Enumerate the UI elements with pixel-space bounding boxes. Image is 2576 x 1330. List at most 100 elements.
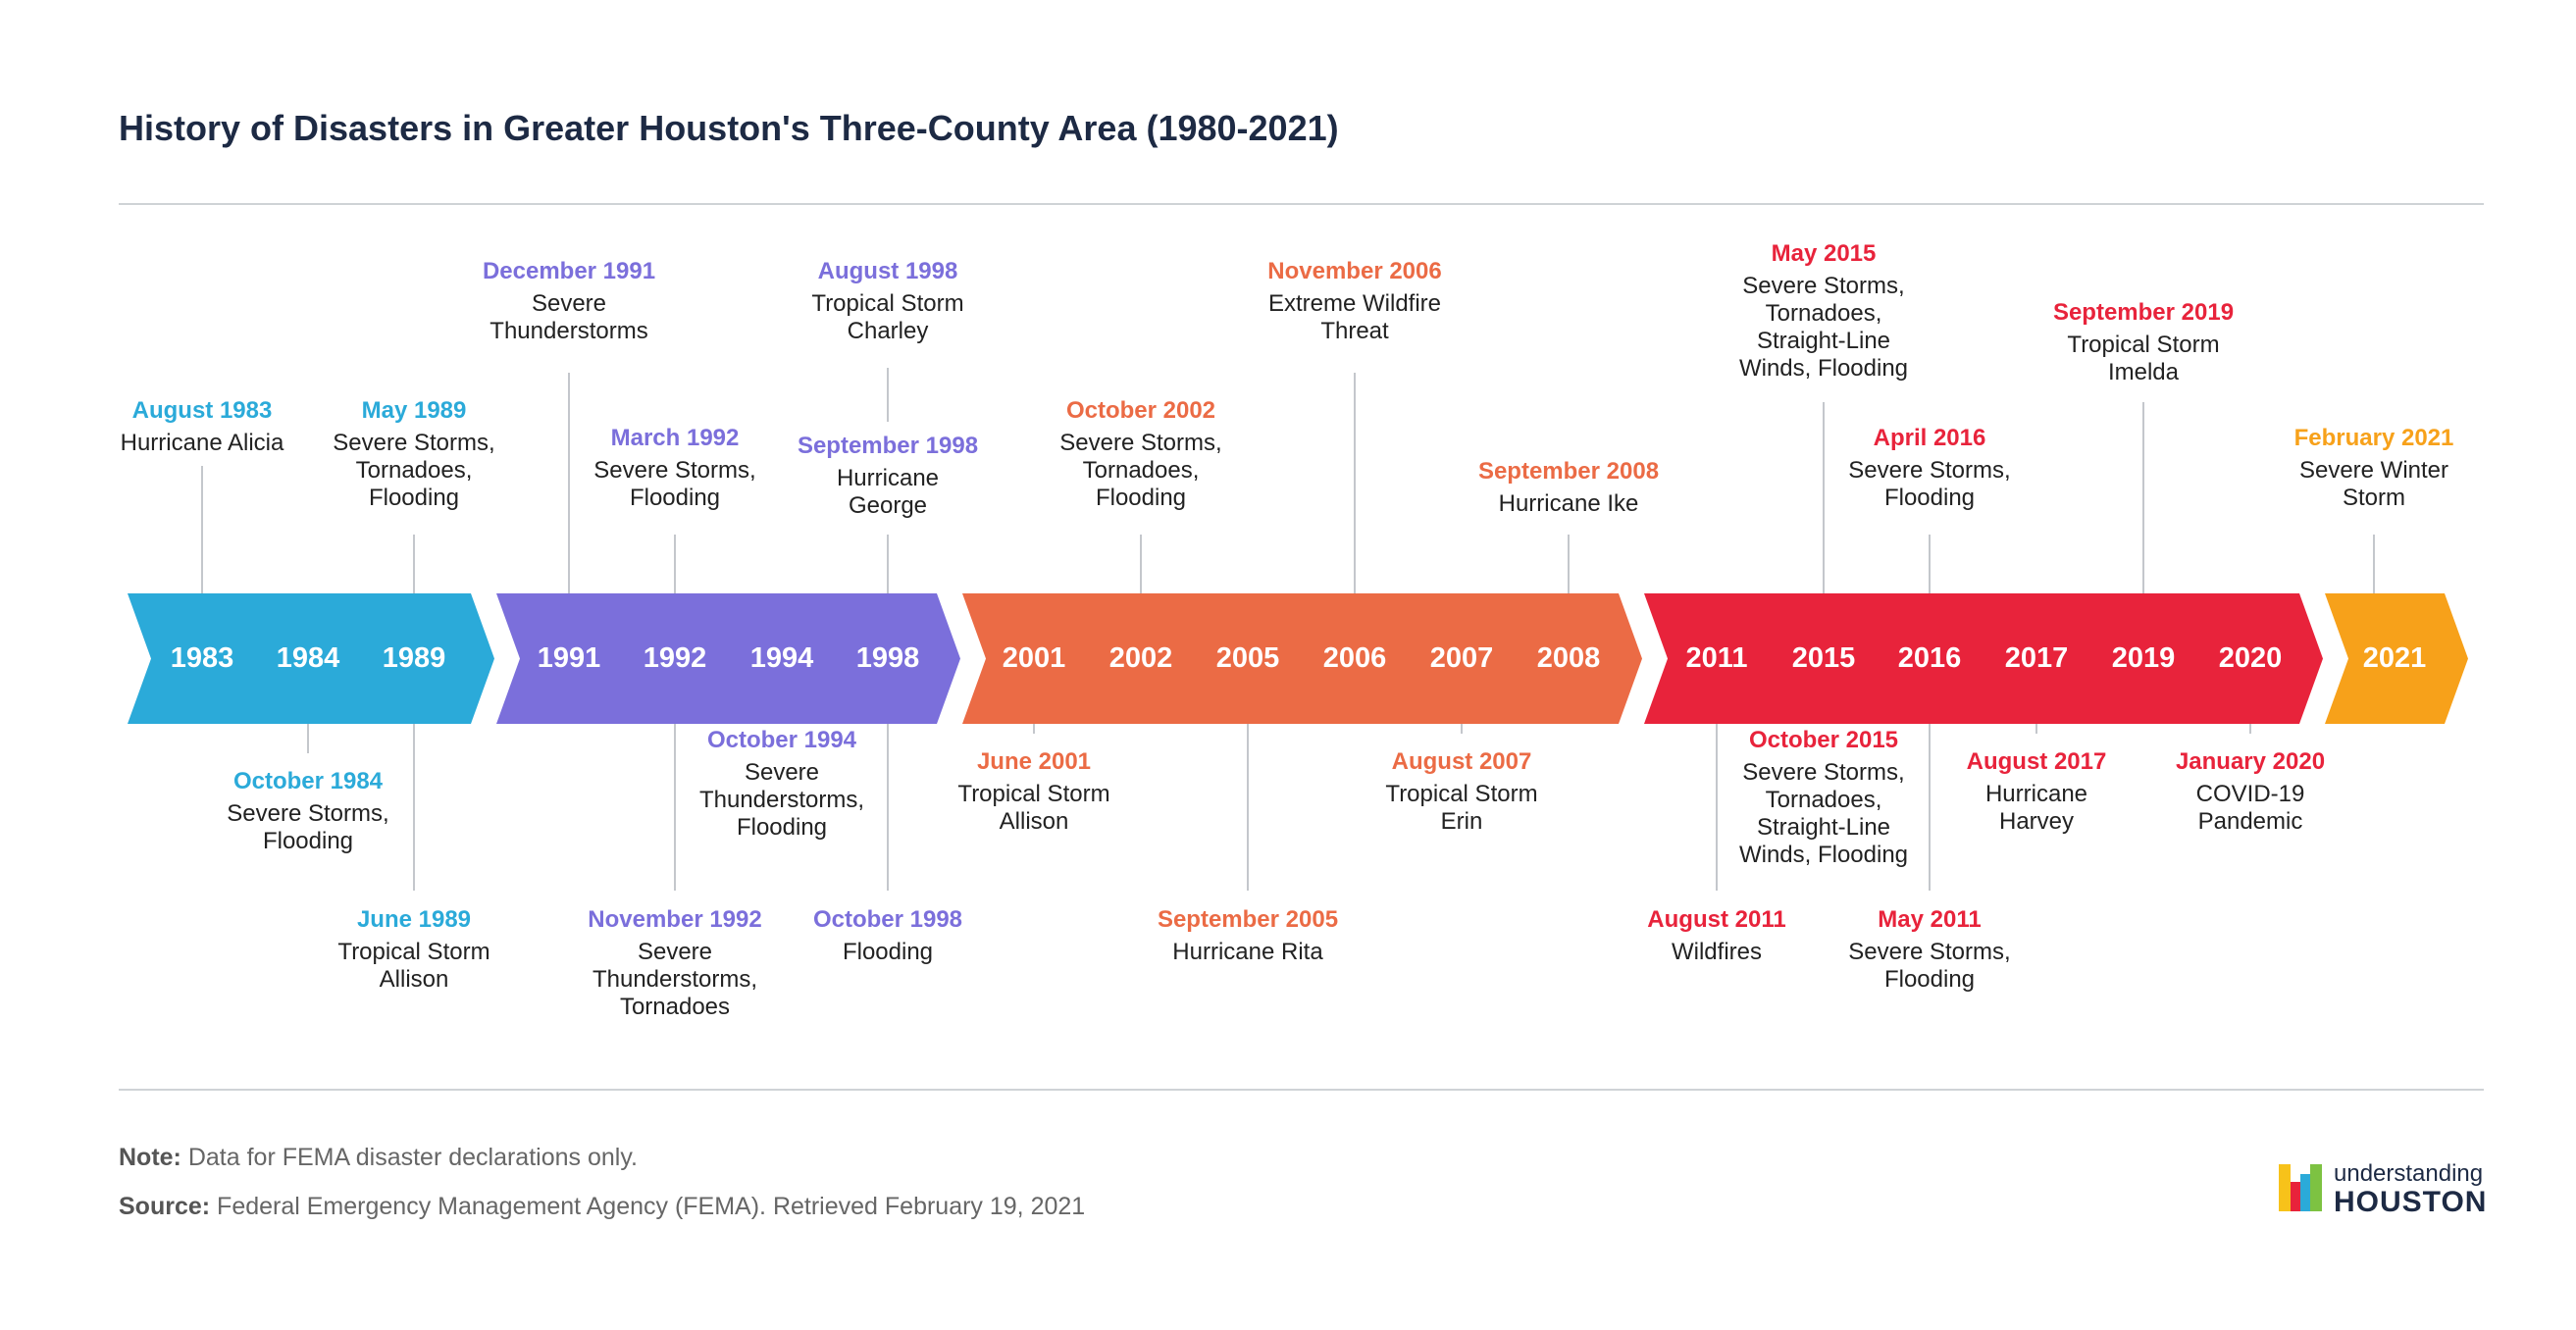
- year-label: 2015: [1791, 642, 1856, 674]
- event-connector: [887, 535, 889, 593]
- segment-arrow-shape: [128, 593, 494, 724]
- segment-arrow-fill: [1644, 593, 2323, 724]
- event-label: Tropical Storm Charley: [811, 290, 964, 344]
- event-label: Severe Storms, Flooding: [227, 800, 389, 854]
- event-annotation: December 1991 Severe Thunderstorms: [441, 255, 696, 345]
- logo-mark-icon: [2279, 1164, 2322, 1211]
- event-annotation: June 2001 Tropical Storm Allison: [906, 745, 1161, 836]
- event-connector: [887, 368, 889, 422]
- note-label: Note:: [119, 1144, 181, 1171]
- event-label: Severe Thunderstorms, Flooding: [698, 759, 865, 841]
- event-connector: [1247, 724, 1249, 891]
- year-label: 1998: [855, 642, 920, 674]
- segment-arrow-fill: [496, 593, 960, 724]
- event-connector: [307, 724, 309, 753]
- event-date: February 2021: [2293, 425, 2454, 451]
- event-date: August 1983: [131, 397, 273, 424]
- event-connector: [1929, 535, 1931, 593]
- event-connector: [1823, 402, 1825, 593]
- event-date: October 1984: [232, 768, 384, 794]
- segment-arrow-fill: [128, 593, 494, 724]
- event-label: Severe Storms, Tornadoes, Flooding: [1059, 430, 1222, 511]
- event-annotation: September 2005 Hurricane Rita: [1120, 903, 1375, 966]
- event-annotation: November 1992 Severe Thunderstorms, Torna…: [547, 903, 802, 1021]
- event-label: Severe Storms, Tornadoes, Straight-Line …: [1738, 273, 1909, 382]
- year-label: 2001: [1002, 642, 1066, 674]
- event-date: November 1992: [588, 906, 762, 933]
- event-annotation: November 2006 Extreme Wildfire Threat: [1227, 255, 1482, 345]
- event-connector: [2035, 724, 2037, 734]
- event-connector: [413, 535, 415, 593]
- source-line: Source: Federal Emergency Management Age…: [119, 1193, 1085, 1221]
- event-annotation: August 1998 Tropical Storm Charley: [760, 255, 1015, 345]
- event-date: January 2020: [2175, 748, 2326, 775]
- event-connector: [2142, 402, 2144, 593]
- event-date: September 2019: [2052, 299, 2235, 326]
- event-annotation: October 1994 Severe Thunderstorms, Floodi…: [654, 724, 909, 842]
- timeline-segment-1: [128, 593, 494, 724]
- event-connector: [1568, 535, 1570, 593]
- year-label: 2007: [1429, 642, 1494, 674]
- year-label: 1994: [749, 642, 814, 674]
- event-date: December 1991: [482, 258, 656, 284]
- event-date: May 2011: [1878, 906, 1982, 933]
- source-text: Federal Emergency Management Agency (FEM…: [217, 1193, 1086, 1220]
- event-connector: [568, 373, 570, 593]
- event-label: Severe Storms, Flooding: [1848, 939, 2011, 993]
- understanding-houston-logo: understanding HOUSTON: [2279, 1160, 2488, 1219]
- event-annotation: March 1992 Severe Storms, Flooding: [547, 422, 802, 512]
- event-date: August 1998: [817, 258, 958, 284]
- event-label: Flooding: [842, 939, 934, 965]
- event-label: Severe Storms, Tornadoes, Straight-Line …: [1738, 759, 1909, 868]
- event-date: August 2017: [1966, 748, 2107, 775]
- event-date: October 1994: [706, 727, 857, 753]
- year-label: 2017: [2004, 642, 2069, 674]
- event-connector: [413, 724, 415, 891]
- event-annotation: January 2020 COVID-19 Pandemic: [2123, 745, 2378, 836]
- year-label: 2008: [1536, 642, 1601, 674]
- top-divider: [119, 203, 2484, 205]
- year-label: 2020: [2218, 642, 2283, 674]
- event-date: September 2008: [1477, 458, 1660, 485]
- event-label: Tropical Storm Imelda: [2067, 332, 2220, 385]
- event-connector: [1461, 724, 1463, 734]
- page-title: History of Disasters in Greater Houston'…: [119, 108, 1339, 148]
- event-annotation: October 2002 Severe Storms, Tornadoes, Fl…: [1013, 394, 1268, 512]
- year-label: 2021: [2362, 642, 2427, 674]
- event-connector: [887, 724, 889, 891]
- event-label: Severe Thunderstorms, Tornadoes: [592, 939, 758, 1020]
- logo-line2: HOUSTON: [2334, 1186, 2488, 1218]
- year-label: 2005: [1215, 642, 1280, 674]
- event-label: Hurricane Rita: [1172, 939, 1323, 965]
- event-date: March 1992: [610, 425, 740, 451]
- event-label: Tropical Storm Allison: [957, 781, 1110, 835]
- event-date: May 2015: [1771, 240, 1877, 267]
- event-connector: [674, 535, 676, 593]
- segment-arrow-shape: [1644, 593, 2323, 724]
- year-label: 1983: [170, 642, 234, 674]
- event-annotation: May 2011 Severe Storms, Flooding: [1802, 903, 2057, 994]
- event-date: April 2016: [1873, 425, 1986, 451]
- event-connector: [1140, 535, 1142, 593]
- segment-arrow-shape: [962, 593, 1642, 724]
- logo-line1: understanding: [2334, 1160, 2484, 1187]
- event-label: Severe Storms, Tornadoes, Flooding: [333, 430, 495, 511]
- event-date: June 1989: [356, 906, 472, 933]
- event-annotation: August 2011 Wildfires: [1589, 903, 1844, 966]
- year-label: 2002: [1108, 642, 1173, 674]
- year-label: 1991: [537, 642, 601, 674]
- timeline-segment-2: [496, 593, 960, 724]
- event-connector: [1929, 724, 1931, 891]
- segment-arrow-shape: [496, 593, 960, 724]
- year-label: 2019: [2111, 642, 2176, 674]
- event-label: Hurricane Alicia: [120, 430, 284, 456]
- event-label: COVID-19 Pandemic: [2195, 781, 2305, 835]
- event-annotation: June 1989 Tropical Storm Allison: [286, 903, 541, 994]
- event-date: May 1989: [361, 397, 467, 424]
- event-annotation: May 2015 Severe Storms, Tornadoes, Straig…: [1696, 237, 1951, 383]
- event-label: Extreme Wildfire Threat: [1267, 290, 1442, 344]
- event-annotation: September 2008 Hurricane Ike: [1441, 455, 1696, 518]
- segment-arrow-fill: [2325, 593, 2468, 724]
- year-label: 2011: [1685, 642, 1748, 674]
- event-connector: [1033, 724, 1035, 734]
